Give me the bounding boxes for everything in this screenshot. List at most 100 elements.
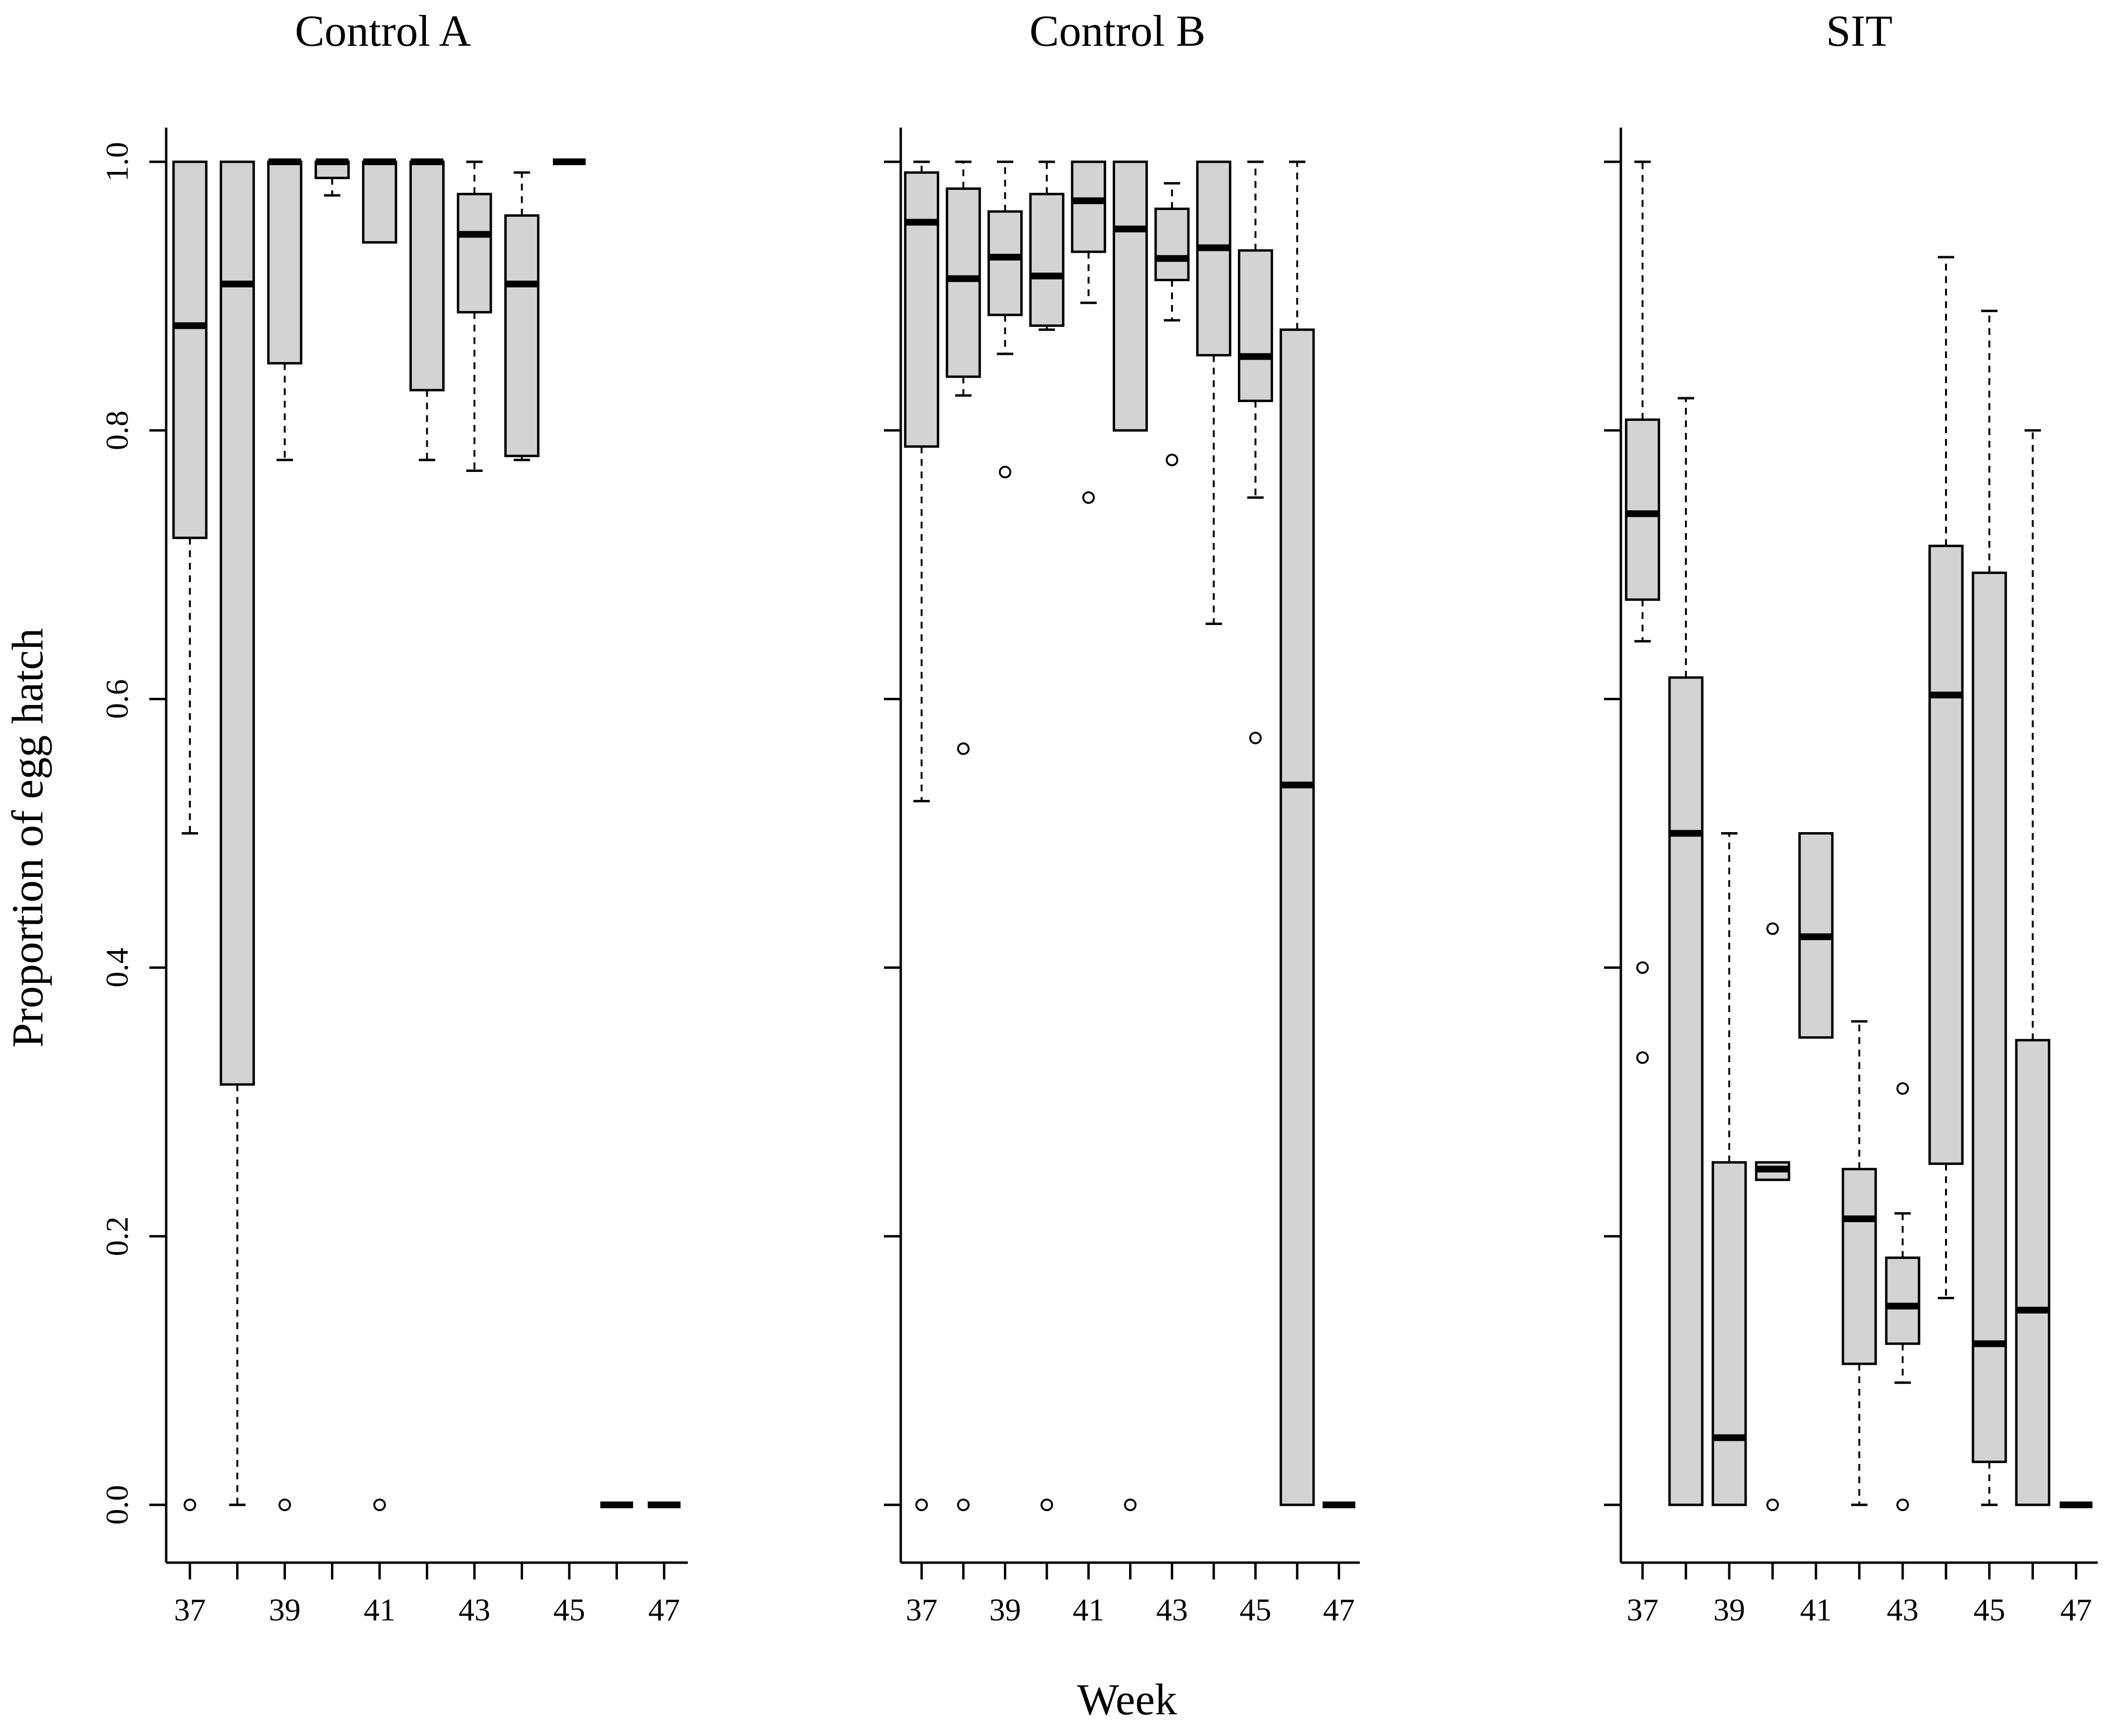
box-week-42 [1113, 160, 1148, 1511]
outlier-point [999, 466, 1012, 479]
box-iqr [1029, 193, 1065, 327]
x-tick-label: 47 [1323, 1592, 1355, 1628]
box-week-38 [220, 160, 255, 1506]
y-tick-label: 0.6 [100, 679, 135, 719]
x-tick-label: 41 [1800, 1592, 1832, 1628]
x-tick-label: 41 [1073, 1592, 1105, 1628]
outlier-point [1082, 491, 1095, 504]
y-tick-label: 0.8 [100, 411, 135, 451]
outlier-point [1249, 731, 1262, 744]
box-iqr [2015, 1039, 2051, 1506]
box-week-42 [409, 158, 445, 461]
box-week-45 [1237, 160, 1273, 744]
box-week-44 [1196, 160, 1232, 625]
x-tick-label: 47 [648, 1592, 680, 1628]
outlier-point [1124, 1499, 1137, 1511]
box-week-40 [1755, 922, 1790, 1511]
panels-group: Control A0.00.20.40.60.81.037 39 41 43 45 47C… [100, 6, 2098, 1628]
outlier-point [1166, 454, 1179, 467]
box-iqr [946, 187, 981, 378]
x-tick-label: 45 [1239, 1592, 1271, 1628]
box-iqr [1154, 208, 1190, 281]
x-tick-label: 41 [364, 1592, 395, 1628]
outlier-point [278, 1499, 291, 1511]
box-week-37 [904, 160, 939, 1511]
box-iqr [1841, 1168, 1877, 1365]
box-week-39 [987, 160, 1023, 479]
box-iqr [172, 160, 208, 539]
box-week-41 [362, 158, 397, 1511]
box-week-42 [1841, 1020, 1877, 1506]
box-week-37 [1625, 160, 1660, 1064]
box-iqr [1711, 1161, 1747, 1506]
outlier-point [957, 1499, 970, 1511]
box-iqr [1668, 676, 1704, 1506]
x-tick-label: 37 [1627, 1592, 1658, 1628]
box-iqr [409, 160, 445, 392]
outlier-point [1896, 1499, 1909, 1511]
outlier-point [957, 742, 970, 755]
y-tick-label: 0.2 [100, 1216, 135, 1256]
box-week-44 [504, 171, 539, 461]
panel-title: Control B [1029, 6, 1205, 55]
box-iqr [1928, 545, 1964, 1165]
box-week-43 [1885, 1082, 1920, 1511]
outlier-point [1040, 1499, 1053, 1511]
x-tick-label: 39 [1713, 1592, 1745, 1628]
x-axis-label: Week [1077, 1675, 1177, 1724]
box-iqr [457, 193, 492, 313]
x-tick-label: 43 [1887, 1592, 1919, 1628]
box-iqr [1972, 571, 2007, 1463]
y-tick-label: 1.0 [100, 142, 135, 182]
box-iqr [1113, 160, 1148, 432]
box-iqr [1625, 418, 1660, 601]
y-axis-label: Proportion of egg hatch [3, 628, 52, 1047]
box-week-39 [267, 158, 302, 1511]
box-week-43 [457, 160, 492, 472]
box-week-40 [1029, 160, 1065, 1511]
x-tick-label: 43 [1156, 1592, 1188, 1628]
box-iqr [1885, 1256, 1920, 1345]
outlier-point [184, 1499, 197, 1511]
box-iqr [1279, 328, 1315, 1506]
outlier-point [1636, 961, 1649, 974]
box-week-46 [2015, 429, 2051, 1506]
box-week-43 [1154, 182, 1190, 467]
box-iqr [1071, 160, 1106, 253]
box-week-38 [946, 160, 981, 1511]
outlier-point [373, 1499, 386, 1511]
x-tick-label: 43 [459, 1592, 490, 1628]
box-iqr [220, 160, 255, 1086]
x-tick-label: 39 [269, 1592, 301, 1628]
x-tick-label: 37 [174, 1592, 206, 1628]
box-week-39 [1711, 832, 1747, 1506]
box-iqr [987, 210, 1023, 316]
box-iqr [1237, 249, 1273, 402]
box-week-45 [1972, 310, 2007, 1506]
box-iqr [362, 160, 397, 244]
outlier-point [915, 1499, 928, 1511]
panel-2: Control B 37 39 41 43 45 47 [884, 6, 1360, 1628]
x-tick-label: 39 [989, 1592, 1021, 1628]
outlier-point [1766, 1499, 1779, 1511]
box-week-37 [172, 160, 208, 1511]
panel-title: SIT [1826, 6, 1893, 55]
box-week-38 [1668, 397, 1704, 1506]
y-tick-label: 0.0 [100, 1485, 135, 1525]
panel-1: Control A 0.0 0.2 0.4 0.6 0.8 1.0 37 39 41 43 45 47 [100, 6, 688, 1628]
x-tick-label: 45 [553, 1592, 585, 1628]
box-week-40 [315, 158, 350, 197]
box-week-41 [1071, 160, 1106, 504]
box-week-44 [1928, 256, 1964, 1299]
outlier-point [1896, 1082, 1909, 1095]
x-tick-label: 47 [2060, 1592, 2092, 1628]
box-iqr [504, 214, 539, 457]
y-tick-label: 0.4 [100, 948, 135, 987]
box-iqr [904, 171, 939, 448]
box-iqr [267, 160, 302, 365]
panel-title: Control A [295, 6, 471, 55]
outlier-point [1766, 922, 1779, 935]
box-iqr [1196, 160, 1232, 357]
box-week-46 [1279, 160, 1315, 1506]
